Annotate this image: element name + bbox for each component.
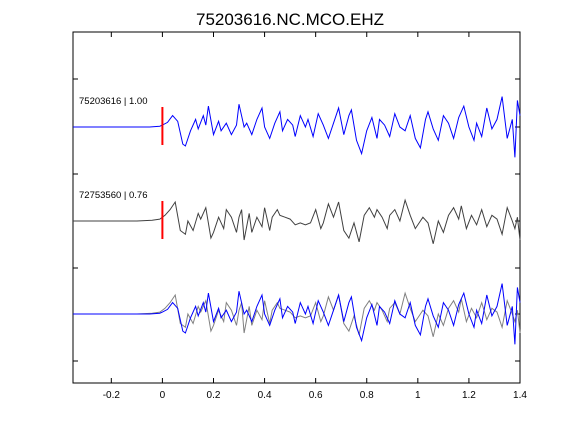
overlay-trace-line — [73, 291, 521, 337]
x-tick-label: 1 — [415, 390, 421, 401]
overlay-trace-line — [73, 283, 521, 345]
x-tick-label: 1.4 — [513, 390, 527, 401]
trace-label: 72753560 | 0.76 — [79, 190, 148, 201]
trace-label: 75203616 | 1.00 — [79, 96, 148, 107]
plot-area-frame — [72, 31, 521, 384]
chart-title: 75203616.NC.MCO.EHZ — [196, 10, 384, 29]
trace-labels: 75203616 | 1.00 72753560 | 0.76 — [79, 96, 148, 201]
axis-ticks: -0.2 0 0.2 0.4 0.6 0.8 1 1.2 1.4 — [73, 32, 527, 401]
trace-group — [73, 96, 521, 345]
trace-line — [73, 198, 521, 244]
x-tick-label: 1.2 — [462, 390, 476, 401]
x-tick-label: 0 — [160, 390, 166, 401]
trace-line — [73, 96, 521, 158]
x-tick-label: 0.4 — [258, 390, 272, 401]
x-tick-label: 0.6 — [309, 390, 323, 401]
x-tick-label: -0.2 — [103, 390, 121, 401]
x-tick-label: 0.8 — [360, 390, 374, 401]
x-tick-label: 0.2 — [207, 390, 221, 401]
